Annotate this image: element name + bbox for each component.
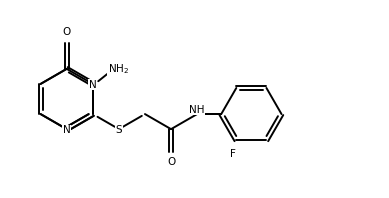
Text: F: F [230, 149, 236, 159]
Text: O: O [63, 27, 71, 37]
Text: O: O [167, 157, 175, 167]
Text: N: N [89, 80, 96, 90]
Text: S: S [116, 125, 122, 135]
Text: NH: NH [189, 105, 205, 115]
Text: N: N [63, 125, 70, 135]
Text: NH$_2$: NH$_2$ [108, 63, 129, 76]
